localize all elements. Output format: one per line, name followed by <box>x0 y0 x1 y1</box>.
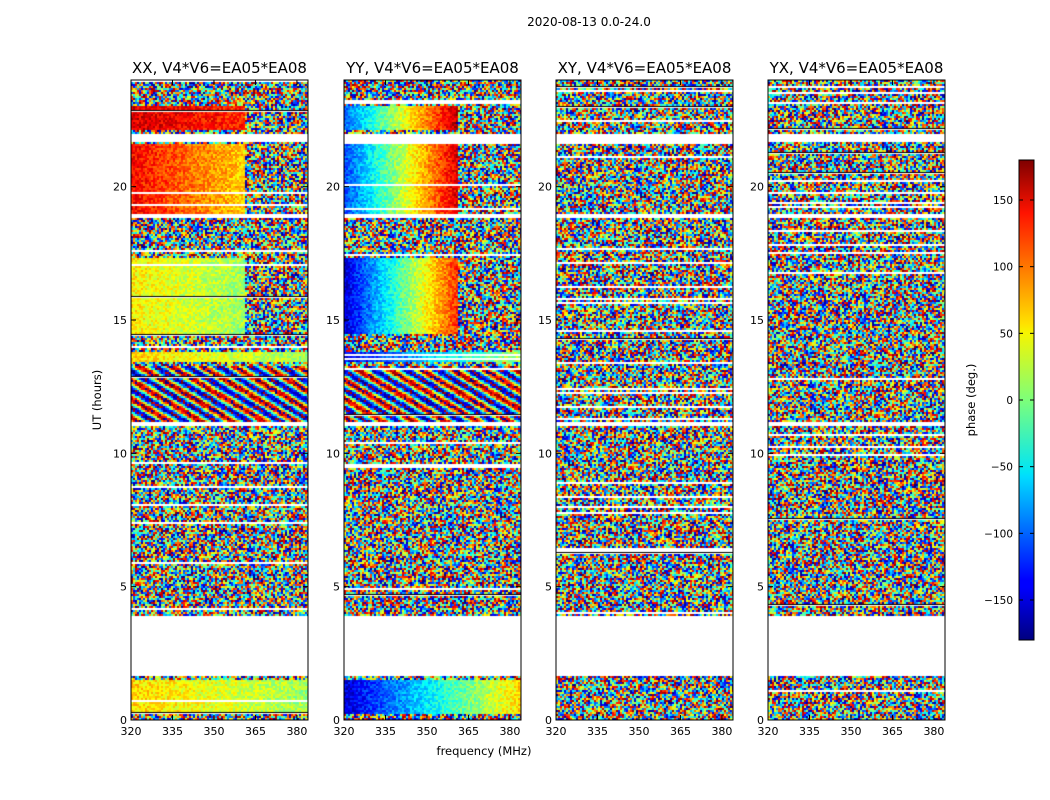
panels: XX, V4*V6=EA05*EA08 320 335 350 365 380 0 5 10 15… <box>113 59 946 738</box>
panel-2: YY, V4*V6=EA05*EA08 320 335 350 365 380 0 5 10 15… <box>326 59 522 738</box>
y-tick-label: 15 <box>538 314 552 327</box>
x-axis-label: frequency (MHz) <box>437 744 532 758</box>
y-tick-label: 10 <box>538 447 552 460</box>
x-tick-label: 365 <box>882 725 903 738</box>
y-tick-label: 15 <box>750 314 764 327</box>
x-tick-label: 365 <box>458 725 479 738</box>
x-tick-label: 380 <box>923 725 944 738</box>
y-tick-label: 0 <box>757 714 764 727</box>
panel-2-phase-map <box>344 80 521 720</box>
x-tick-label: 320 <box>546 725 567 738</box>
y-tick-label: 10 <box>750 447 764 460</box>
colorbar: 150 100 50 0 −50 −100 −150 phase (deg.) <box>964 159 1035 641</box>
x-tick-label: 380 <box>286 725 307 738</box>
panel-4: YX, V4*V6=EA05*EA08 320 335 350 365 380 0 5 10 15… <box>750 59 946 738</box>
panel-3-frame <box>555 79 734 721</box>
y-tick-label: 5 <box>545 581 552 594</box>
x-tick-label: 320 <box>334 725 355 738</box>
colorbar-tick-label: 50 <box>1000 328 1013 340</box>
y-tick-label: 15 <box>113 314 127 327</box>
y-tick-label: 0 <box>545 714 552 727</box>
y-tick-label: 5 <box>333 581 340 594</box>
x-tick-label: 335 <box>799 725 820 738</box>
panel-3: XY, V4*V6=EA05*EA08 320 335 350 365 380 0 5 10 15… <box>538 59 734 738</box>
panel-4-phase-map <box>768 80 945 720</box>
x-tick-label: 335 <box>162 725 183 738</box>
x-tick-label: 365 <box>245 725 266 738</box>
x-tick-label: 350 <box>416 725 437 738</box>
colorbar-tick-label: −100 <box>984 528 1013 540</box>
x-tick-label: 365 <box>670 725 691 738</box>
x-tick-label: 320 <box>121 725 142 738</box>
y-axis-label: UT (hours) <box>90 370 104 430</box>
figure-title: 2020-08-13 0.0-24.0 <box>527 15 651 29</box>
x-tick-label: 335 <box>587 725 608 738</box>
panel-2-frame <box>343 79 522 721</box>
panel-2-title: YY, V4*V6=EA05*EA08 <box>345 59 519 77</box>
y-tick-label: 20 <box>113 181 127 194</box>
y-tick-label: 5 <box>120 581 127 594</box>
colorbar-tick-label: 100 <box>993 262 1013 274</box>
y-tick-label: 10 <box>113 447 127 460</box>
panel-4-title: YX, V4*V6=EA05*EA08 <box>769 59 944 77</box>
x-tick-label: 320 <box>758 725 779 738</box>
panel-1: XX, V4*V6=EA05*EA08 320 335 350 365 380 0 5 10 15… <box>113 59 309 738</box>
y-tick-label: 10 <box>326 447 340 460</box>
colorbar-label: phase (deg.) <box>964 364 978 437</box>
panel-3-phase-map <box>556 80 733 720</box>
x-tick-label: 335 <box>375 725 396 738</box>
x-tick-label: 350 <box>628 725 649 738</box>
y-tick-label: 5 <box>757 581 764 594</box>
y-tick-label: 20 <box>326 181 340 194</box>
colorbar-tick-label: −150 <box>984 595 1013 607</box>
x-tick-label: 380 <box>711 725 732 738</box>
x-tick-label: 350 <box>203 725 224 738</box>
x-tick-label: 350 <box>840 725 861 738</box>
y-tick-label: 0 <box>120 714 127 727</box>
x-tick-label: 380 <box>499 725 520 738</box>
panel-1-frame <box>130 79 309 721</box>
colorbar-ticks: 150 100 50 0 −50 −100 −150 <box>984 195 1034 607</box>
panel-4-frame <box>767 79 946 721</box>
colorbar-tick-label: 150 <box>993 195 1013 207</box>
y-tick-label: 20 <box>750 181 764 194</box>
panel-1-phase-map <box>131 80 308 720</box>
y-tick-label: 15 <box>326 314 340 327</box>
colorbar-tick-label: 0 <box>1006 395 1013 407</box>
panel-1-title: XX, V4*V6=EA05*EA08 <box>132 59 307 77</box>
y-tick-label: 0 <box>333 714 340 727</box>
panel-3-title: XY, V4*V6=EA05*EA08 <box>558 59 732 77</box>
colorbar-tick-label: −50 <box>991 462 1013 474</box>
y-tick-label: 20 <box>538 181 552 194</box>
